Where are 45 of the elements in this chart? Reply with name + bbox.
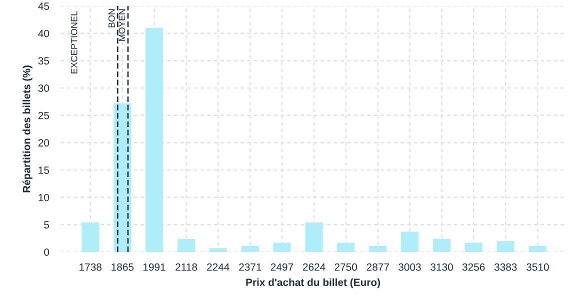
x-tick-label: 3256 [462,263,485,271]
x-tick-label: 2750 [334,263,358,271]
x-tick-label: 1738 [80,263,102,271]
bar [305,222,323,252]
bar [496,241,514,252]
bar [433,238,451,252]
x-tick-label: 2497 [270,263,294,271]
y-tick-label: 40 [38,30,50,38]
x-tick-label: 2877 [366,263,389,271]
annotation: EXCEPTIONEL [70,11,78,74]
y-tick-label: 35 [38,57,50,65]
bar [369,246,387,252]
x-tick-label: 1865 [112,263,134,271]
ref-line-label: MOYEN [118,9,126,41]
bar [273,242,291,252]
x-tick-label: 2371 [239,263,262,271]
bar [178,238,196,252]
y-axis-title: Répartition des billets (%) [22,66,32,192]
bar [145,28,163,252]
bar [82,222,100,252]
y-tick-label: 30 [38,84,50,92]
x-tick-label: 3130 [430,263,453,271]
y-tick-label: 45 [38,2,50,10]
x-axis-title: Prix d'achat du billet (Euro) [246,278,380,288]
y-tick-label: 15 [38,166,50,174]
y-tick-label: 10 [38,194,50,202]
x-tick-label: 1991 [143,263,166,271]
x-tick-label: 3003 [398,263,421,271]
x-tick-label: 2624 [302,263,326,271]
bar [114,103,132,252]
bar [337,242,355,252]
x-tick-label: 3510 [526,263,549,271]
bar [209,248,227,252]
x-tick-label: 2244 [207,263,230,271]
x-tick-label: 3383 [494,263,517,271]
bar [464,242,482,252]
bar [241,246,259,252]
bar [400,232,418,252]
bar [528,246,546,252]
ref-line-label: BON [108,9,115,28]
y-tick-label: 20 [38,139,50,147]
y-tick-label: 25 [38,112,50,120]
y-tick-label: 5 [44,221,50,229]
x-tick-label: 2118 [176,263,198,271]
y-tick-label: 0 [44,248,50,256]
